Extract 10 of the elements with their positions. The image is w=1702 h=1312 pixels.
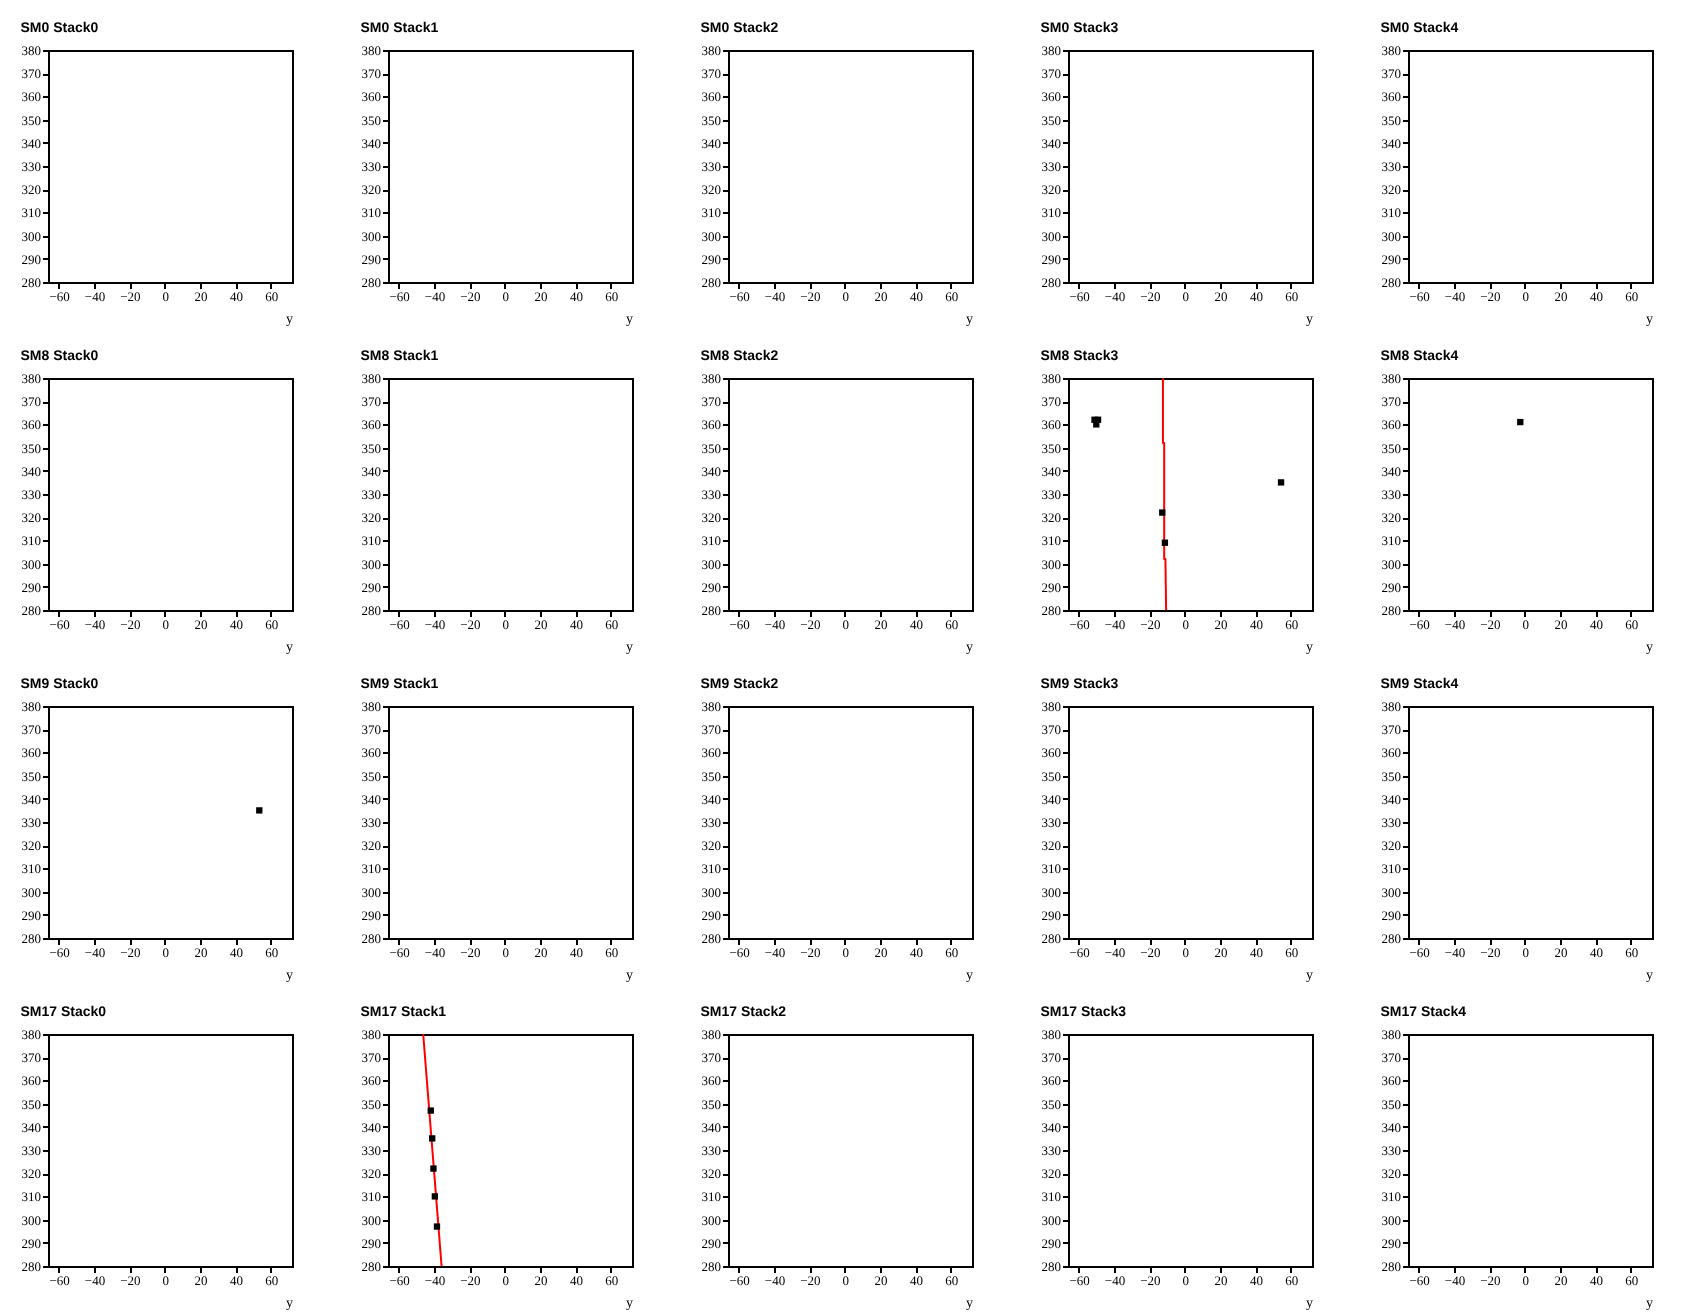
point [1093, 421, 1100, 428]
point [1277, 479, 1285, 486]
point [427, 1107, 434, 1114]
point [433, 1223, 441, 1230]
point [429, 1135, 436, 1142]
point [430, 1165, 437, 1172]
point [431, 1193, 439, 1200]
point [1161, 539, 1169, 546]
point [1159, 509, 1166, 516]
line-series [1161, 377, 1168, 611]
